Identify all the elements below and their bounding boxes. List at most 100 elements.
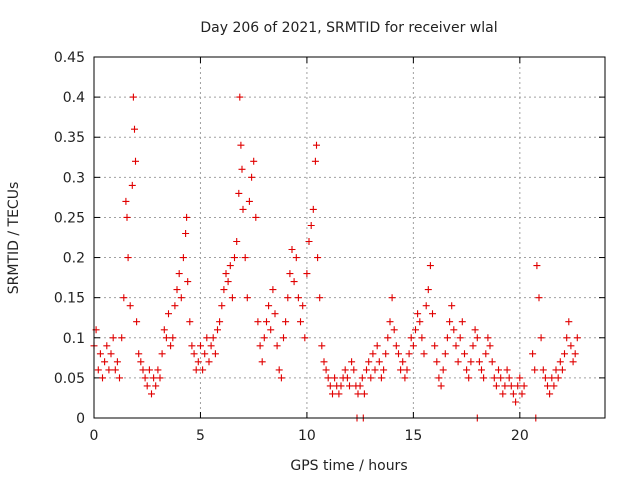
- data-point: [192, 366, 200, 374]
- data-point: [382, 350, 390, 358]
- x-tick-label: 10: [298, 428, 316, 444]
- data-point: [301, 334, 309, 342]
- data-point: [154, 366, 162, 374]
- data-point: [169, 334, 177, 342]
- y-tick-label: 0.35: [54, 130, 85, 146]
- data-point: [335, 390, 343, 398]
- data-point: [497, 374, 505, 382]
- data-point: [124, 254, 132, 262]
- data-point: [194, 358, 202, 366]
- data-point: [456, 334, 464, 342]
- data-point: [158, 350, 166, 358]
- data-point: [377, 374, 385, 382]
- data-point: [284, 294, 292, 302]
- data-point: [256, 342, 264, 350]
- data-point: [329, 390, 336, 398]
- data-point: [183, 213, 191, 221]
- data-point: [467, 358, 475, 366]
- data-point: [231, 254, 238, 262]
- data-point: [199, 366, 207, 374]
- data-point: [431, 342, 439, 350]
- data-point: [324, 374, 332, 382]
- data-point: [501, 382, 509, 390]
- data-point: [188, 342, 196, 350]
- data-point: [346, 382, 353, 390]
- data-point: [190, 350, 198, 358]
- data-point: [277, 374, 285, 382]
- data-point: [148, 390, 155, 398]
- data-point: [503, 366, 511, 374]
- data-point: [433, 358, 441, 366]
- data-point: [129, 93, 137, 101]
- data-point: [214, 326, 221, 334]
- data-point: [165, 310, 172, 318]
- data-point: [569, 358, 577, 366]
- data-point: [186, 318, 194, 326]
- data-point: [367, 374, 375, 382]
- data-point: [99, 374, 106, 382]
- plot-frame: [93, 56, 606, 419]
- y-tick-label: 0: [76, 411, 85, 427]
- data-point: [297, 318, 304, 326]
- data-point: [326, 382, 334, 390]
- data-point: [446, 318, 454, 326]
- data-point: [533, 262, 541, 270]
- data-point: [550, 382, 558, 390]
- data-point: [167, 342, 175, 350]
- data-point: [443, 334, 451, 342]
- data-point: [107, 350, 115, 358]
- data-point: [173, 286, 181, 294]
- data-point: [375, 358, 383, 366]
- data-point: [160, 326, 168, 334]
- data-point: [373, 342, 381, 350]
- data-point: [128, 181, 136, 189]
- data-point: [211, 350, 219, 358]
- data-points: [90, 93, 581, 422]
- data-point: [184, 278, 192, 286]
- data-point: [399, 358, 407, 366]
- data-point: [123, 213, 131, 221]
- data-point: [397, 366, 405, 374]
- data-point: [484, 334, 492, 342]
- data-point: [113, 358, 121, 366]
- data-point: [448, 302, 456, 310]
- data-point: [407, 334, 415, 342]
- data-point: [177, 294, 185, 302]
- data-point: [241, 254, 249, 262]
- data-point: [303, 270, 311, 278]
- data-point: [201, 350, 209, 358]
- data-point: [403, 366, 411, 374]
- data-point: [182, 230, 190, 237]
- data-point: [294, 294, 302, 302]
- data-point: [237, 141, 245, 149]
- data-point: [171, 302, 179, 310]
- y-tick-label: 0.1: [63, 331, 85, 347]
- data-point: [424, 286, 432, 294]
- data-point: [228, 294, 236, 302]
- data-point: [388, 294, 396, 302]
- data-point: [571, 350, 579, 358]
- data-point: [162, 334, 170, 342]
- data-point: [205, 358, 213, 366]
- data-point: [150, 374, 158, 382]
- data-point: [101, 358, 109, 366]
- data-point: [116, 374, 123, 382]
- data-point: [518, 390, 526, 398]
- x-tick-label: 15: [404, 428, 422, 444]
- data-point: [226, 262, 234, 270]
- data-point: [309, 205, 317, 213]
- data-point: [535, 294, 543, 302]
- data-point: [248, 173, 256, 181]
- data-point: [395, 350, 402, 358]
- data-point: [480, 374, 488, 382]
- data-point: [458, 318, 466, 326]
- data-point: [286, 270, 294, 278]
- data-point: [263, 318, 270, 326]
- data-point: [275, 366, 283, 374]
- data-point: [299, 302, 307, 310]
- chart-title: Day 206 of 2021, SRMTID for receiver wla…: [200, 20, 497, 36]
- axis-ticks: 0 0.05 0.1 0.15 0.2 0.25 0.3 0.35 0.4 0.45 0 5 10 15 2…: [54, 50, 605, 444]
- data-point: [120, 294, 128, 302]
- data-point: [122, 197, 130, 205]
